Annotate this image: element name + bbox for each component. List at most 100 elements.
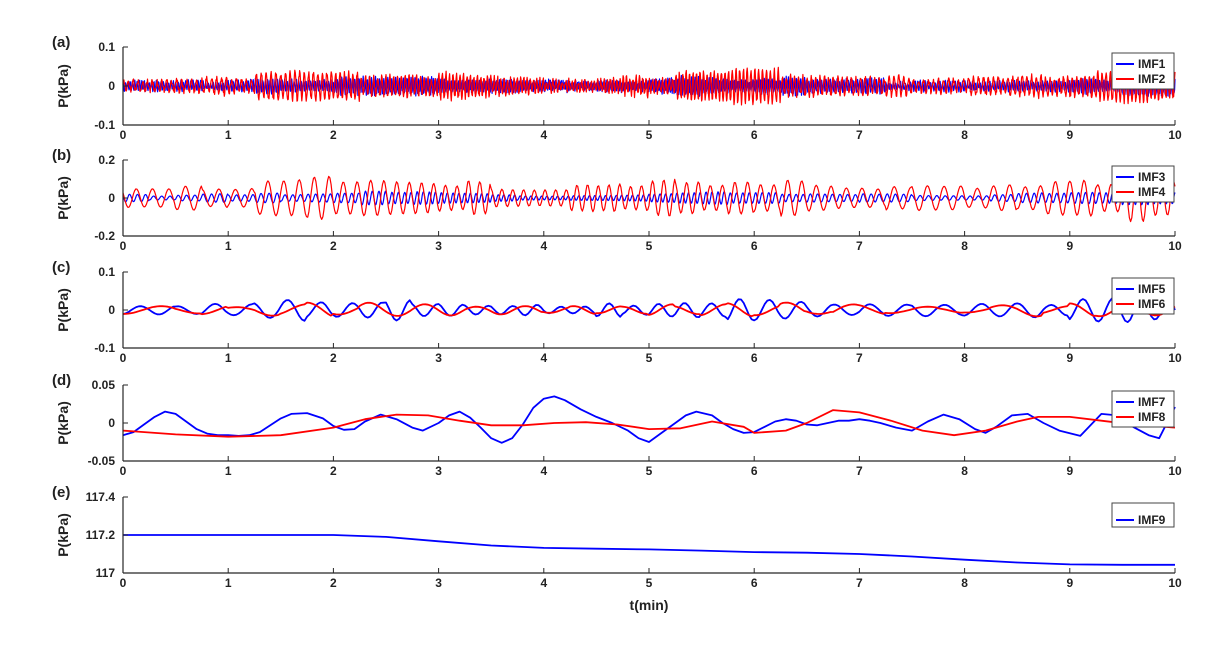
y-tick-label: 0 [108,303,115,317]
x-tick-label: 6 [751,239,758,253]
x-tick-label: 8 [961,576,968,590]
x-tick-label: 6 [751,128,758,142]
legend-box [1111,277,1175,315]
y-tick-label: 0 [108,79,115,93]
x-tick-label: 5 [646,351,653,365]
x-tick-label: 4 [540,464,547,478]
x-tick-label: 4 [540,239,547,253]
legend-label-IMF3: IMF3 [1138,170,1166,184]
x-tick-label: 9 [1066,128,1073,142]
x-tick-label: 5 [646,464,653,478]
x-tick-label: 2 [330,576,337,590]
legend-label-IMF1: IMF1 [1138,57,1166,71]
panel-label: (e) [52,484,70,501]
y-tick-label: 117.2 [86,528,116,542]
series-line-IMF8 [122,409,1176,438]
x-tick-label: 1 [225,239,232,253]
legend: IMF9 [1111,502,1175,528]
x-tick-label: 4 [540,351,547,365]
y-tick-label: -0.05 [88,454,116,468]
panel-5: 0 1 2 3 4 5 6 7 8 9 10 117 117.2 117.4 P(kPa) (e) IMF9 [52,484,1182,590]
x-tick-label: 7 [856,128,863,142]
series-line-IMF5 [122,297,1176,323]
x-tick-label: 10 [1168,128,1182,142]
legend-label-IMF2: IMF2 [1138,72,1166,86]
series-line-IMF2 [122,66,1176,106]
x-tick-label: 8 [961,351,968,365]
legend-label-IMF4: IMF4 [1138,185,1166,199]
x-tick-label: 10 [1168,464,1182,478]
y-tick-label: -0.2 [94,229,115,243]
y-tick-label: -0.1 [94,341,115,355]
x-tick-label: 2 [330,464,337,478]
series-line-IMF6 [123,300,1176,318]
x-tick-label: 7 [856,351,863,365]
x-tick-label: 4 [540,576,547,590]
x-tick-label: 3 [435,576,442,590]
x-tick-label: 9 [1066,351,1073,365]
x-tick-label: 4 [540,128,547,142]
x-tick-label: 1 [225,464,232,478]
legend-box [1111,52,1175,90]
legend-label-IMF5: IMF5 [1138,282,1166,296]
series-line-IMF4 [122,174,1176,223]
y-tick-label: 117.4 [86,490,116,504]
y-axis-label: P(kPa) [55,513,71,557]
legend-label-IMF6: IMF6 [1138,297,1166,311]
x-axis-label: t(min) [630,597,669,613]
x-tick-label: 0 [120,128,127,142]
x-tick-label: 7 [856,464,863,478]
y-tick-label: -0.1 [94,118,115,132]
y-tick-label: 0.05 [92,378,116,392]
legend-box [1111,502,1175,528]
x-tick-label: 0 [120,464,127,478]
y-axis-label: P(kPa) [55,176,71,220]
x-tick-label: 3 [435,351,442,365]
y-tick-label: 0.1 [98,265,115,279]
x-tick-label: 0 [120,576,127,590]
x-tick-label: 5 [646,239,653,253]
x-tick-label: 7 [856,576,863,590]
x-tick-label: 3 [435,464,442,478]
panel-label: (b) [52,147,71,164]
legend-label-IMF8: IMF8 [1138,410,1166,424]
x-tick-label: 1 [225,128,232,142]
y-tick-label: 0.1 [98,40,115,54]
legend-label-IMF9: IMF9 [1138,513,1166,527]
x-tick-label: 1 [225,576,232,590]
x-tick-label: 10 [1168,351,1182,365]
legend-box [1111,390,1175,428]
x-tick-label: 1 [225,351,232,365]
series-line-IMF7 [122,395,1176,444]
x-tick-label: 5 [646,576,653,590]
series-line-IMF3 [122,190,1176,206]
legend-box [1111,165,1175,203]
y-axis-label: P(kPa) [55,64,71,108]
series-line-IMF9 [123,534,1175,566]
x-tick-label: 8 [961,128,968,142]
x-tick-label: 7 [856,239,863,253]
x-tick-label: 2 [330,128,337,142]
x-tick-label: 6 [751,464,758,478]
x-tick-label: 5 [646,128,653,142]
x-tick-label: 8 [961,464,968,478]
x-tick-label: 10 [1168,576,1182,590]
y-axis-label: P(kPa) [55,288,71,332]
x-tick-label: 6 [751,351,758,365]
y-tick-label: 0 [108,191,115,205]
x-tick-label: 2 [330,239,337,253]
y-axis-label: P(kPa) [55,401,71,445]
x-tick-label: 0 [120,239,127,253]
panel-label: (d) [52,372,71,389]
x-tick-label: 9 [1066,464,1073,478]
